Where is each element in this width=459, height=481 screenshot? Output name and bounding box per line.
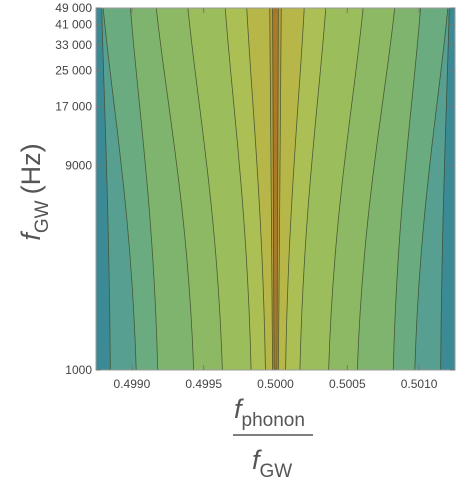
contour-line-1 <box>102 7 137 371</box>
x-title-denominator-f: f <box>252 445 262 475</box>
x-tick-label-4: 0.5010 <box>401 377 438 391</box>
contour-line-17 <box>440 7 450 371</box>
contour-line-16 <box>414 7 449 371</box>
contour-line-12 <box>299 7 327 371</box>
y-title-unit: (Hz) <box>16 143 46 194</box>
contour-line-13 <box>328 7 364 371</box>
y-tick-label-2: 17 000 <box>55 99 92 113</box>
contour-line-14 <box>356 7 396 371</box>
x-axis-title: fphonon fGW <box>233 394 313 481</box>
svg-text:fGW(Hz): fGW (Hz) <box>16 143 53 240</box>
contour-line-2 <box>130 7 159 371</box>
svg-text:fGW: fGW <box>252 445 292 481</box>
y-tick-label-4: 33 000 <box>55 38 92 52</box>
y-axis-ticks: 1000 9000 17 000 25 000 33 000 41 000 49 000 <box>55 1 455 377</box>
y-tick-label-5: 41 000 <box>55 18 92 32</box>
x-title-numerator-f: f <box>234 394 244 424</box>
contour-line-0 <box>101 7 111 371</box>
x-title-denominator-sub: GW <box>260 461 293 481</box>
contour-line-7 <box>269 7 274 371</box>
contour-fill-regions <box>95 7 456 371</box>
contour-line-9 <box>276 7 279 371</box>
x-axis-ticks: 0.4990 0.4995 0.5000 0.5005 0.5010 <box>114 8 438 391</box>
contour-line-5 <box>224 7 252 371</box>
y-tick-label-3: 25 000 <box>55 64 92 78</box>
contour-line-11 <box>285 7 305 371</box>
y-tick-label-0: 1000 <box>65 363 92 377</box>
y-title-f: f <box>16 231 46 241</box>
x-tick-label-1: 0.4995 <box>185 377 222 391</box>
y-tick-label-1: 9000 <box>65 159 92 173</box>
contour-line-4 <box>187 7 223 371</box>
y-tick-label-6: 49 000 <box>55 1 92 15</box>
contour-lines <box>101 7 450 371</box>
x-tick-label-0: 0.4990 <box>114 377 151 391</box>
contour-line-15 <box>392 7 421 371</box>
contour-line-8 <box>272 7 275 371</box>
contour-line-6 <box>246 7 266 371</box>
y-axis-title: fGW (Hz) <box>16 143 53 240</box>
x-tick-label-2: 0.5000 <box>257 377 294 391</box>
svg-text:fphonon: fphonon <box>234 394 305 431</box>
x-tick-label-3: 0.5005 <box>329 377 366 391</box>
contour-line-3 <box>155 7 195 371</box>
y-title-sub: GW <box>32 200 53 233</box>
x-title-numerator-sub: phonon <box>242 410 305 431</box>
contour-line-10 <box>277 7 282 371</box>
